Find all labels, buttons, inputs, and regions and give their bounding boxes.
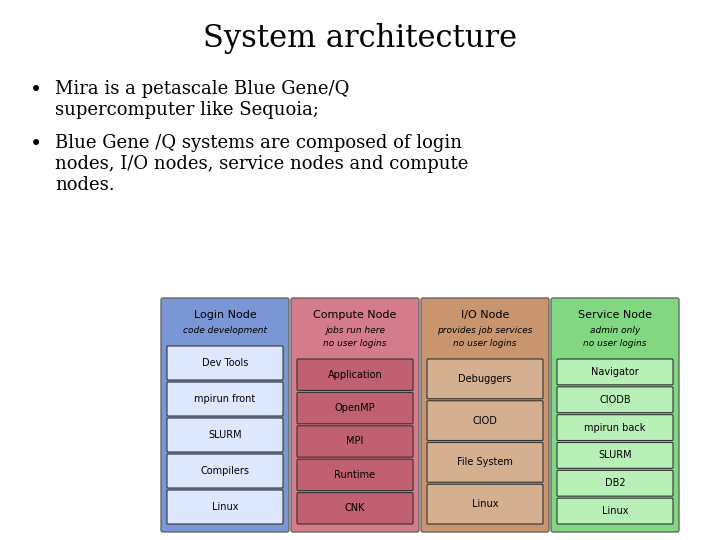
Text: Linux: Linux [602,506,629,516]
Text: MPI: MPI [346,436,364,447]
Text: Dev Tools: Dev Tools [202,358,248,368]
FancyBboxPatch shape [427,484,543,524]
FancyBboxPatch shape [297,359,413,390]
Text: nodes.: nodes. [55,176,114,194]
Text: nodes, I/O nodes, service nodes and compute: nodes, I/O nodes, service nodes and comp… [55,155,469,173]
FancyBboxPatch shape [167,454,283,488]
FancyBboxPatch shape [557,470,673,496]
FancyBboxPatch shape [557,498,673,524]
FancyBboxPatch shape [297,426,413,457]
Text: Application: Application [328,370,382,380]
Text: System architecture: System architecture [203,23,517,53]
FancyBboxPatch shape [297,492,413,524]
Text: CIODB: CIODB [599,395,631,405]
Text: •: • [30,134,42,154]
FancyBboxPatch shape [167,382,283,416]
Text: OpenMP: OpenMP [335,403,375,413]
FancyBboxPatch shape [427,442,543,482]
FancyBboxPatch shape [551,298,679,532]
FancyBboxPatch shape [557,359,673,385]
Text: Navigator: Navigator [591,367,639,377]
Text: Service Node: Service Node [578,310,652,320]
Text: no user logins: no user logins [323,339,387,348]
Text: Linux: Linux [212,502,238,512]
FancyBboxPatch shape [297,459,413,491]
Text: Blue Gene /Q systems are composed of login: Blue Gene /Q systems are composed of log… [55,134,462,152]
Text: SLURM: SLURM [208,430,242,440]
FancyBboxPatch shape [427,359,543,399]
Text: jobs run here: jobs run here [325,326,385,335]
FancyBboxPatch shape [291,298,419,532]
Text: Login Node: Login Node [194,310,256,320]
Text: CIOD: CIOD [472,416,498,426]
FancyBboxPatch shape [297,393,413,424]
Text: Mira is a petascale Blue Gene/Q: Mira is a petascale Blue Gene/Q [55,80,349,98]
FancyBboxPatch shape [167,346,283,380]
FancyBboxPatch shape [557,442,673,468]
Text: •: • [30,80,42,100]
Text: CNK: CNK [345,503,365,514]
Text: Runtime: Runtime [334,470,376,480]
Text: no user logins: no user logins [454,339,517,348]
Text: Linux: Linux [472,499,498,509]
Text: Debuggers: Debuggers [458,374,512,384]
Text: no user logins: no user logins [583,339,647,348]
Text: admin only: admin only [590,326,640,335]
FancyBboxPatch shape [557,415,673,441]
Text: Compilers: Compilers [200,466,250,476]
Text: mpirun back: mpirun back [585,423,646,433]
Text: supercomputer like Sequoia;: supercomputer like Sequoia; [55,101,319,119]
FancyBboxPatch shape [167,490,283,524]
Text: I/O Node: I/O Node [461,310,509,320]
FancyBboxPatch shape [161,298,289,532]
Text: SLURM: SLURM [598,450,632,461]
FancyBboxPatch shape [167,418,283,452]
FancyBboxPatch shape [427,401,543,441]
Text: mpirun front: mpirun front [194,394,256,404]
Text: File System: File System [457,457,513,468]
Text: DB2: DB2 [605,478,625,488]
Text: code development: code development [183,326,267,335]
FancyBboxPatch shape [557,387,673,413]
FancyBboxPatch shape [421,298,549,532]
Text: Compute Node: Compute Node [313,310,397,320]
Text: provides job services: provides job services [437,326,533,335]
